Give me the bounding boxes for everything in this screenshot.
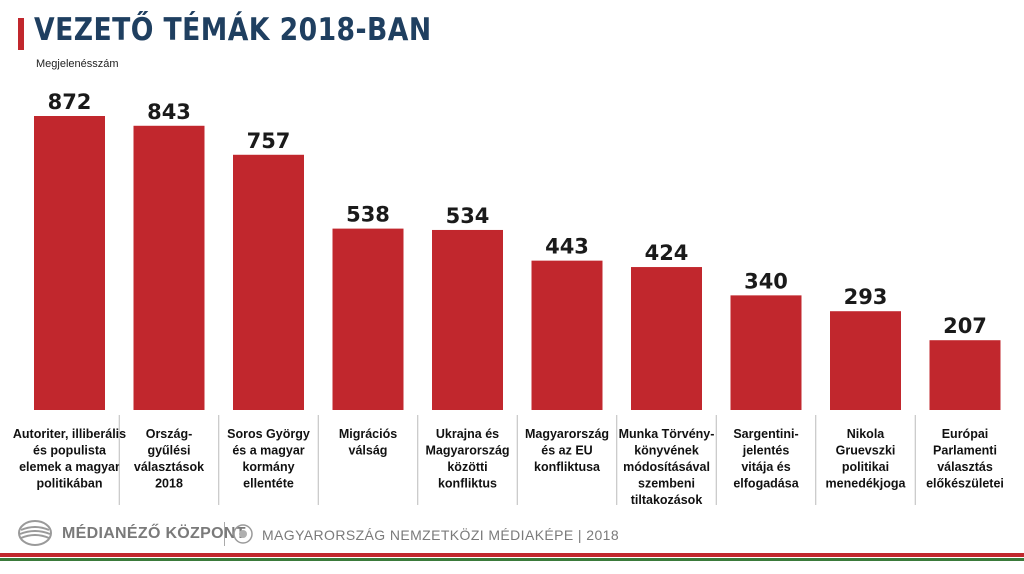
bar-value-label: 293 [844,285,888,309]
bar-10 [929,340,1001,410]
category-label: Autoriter, illiberális és populista elemek… [13,427,126,491]
category-label: Munka Törvény-könyvének módosításával szem… [619,427,715,507]
bar-value-label: 340 [744,269,788,293]
bar-5 [432,229,503,410]
category-label: Sargentini-jelentés vitája és elfogadása [733,427,799,491]
footer-org-name: MÉDIANÉZŐ KÖZPONT [62,525,246,542]
bar-7 [631,267,702,410]
bar-value-label: 424 [645,241,689,265]
bar-value-label: 443 [545,235,589,259]
category-label: Ország-gyűlési választások 2018 [134,427,204,491]
footer-divider [224,522,225,546]
footer-stripe-red [0,553,1024,557]
category-label: Ukrajna és Magyarország közötti konfliktus [425,427,509,491]
category-label: Magyarország és az EU konfliktusa [525,427,609,474]
footer: MÉDIANÉZŐ KÖZPONT MAGYARORSZÁG NEMZETKÖZ… [14,514,1014,550]
bar-3 [233,154,304,410]
bar-9 [830,311,901,410]
bar-value-label: 843 [147,100,191,124]
bar-value-label: 534 [446,204,490,228]
bar-4 [332,228,404,410]
footer-report-name: MAGYARORSZÁG NEMZETKÖZI MÉDIAKÉPE | 2018 [262,527,620,543]
bar-1 [34,116,105,410]
y-axis-label: Megjelenésszám [36,58,119,70]
footer-stripe-green [0,558,1024,561]
bar-value-label: 538 [346,203,390,227]
category-label: Nikola Gruevszki politikai menedékjoga [826,427,907,491]
bar-value-label: 757 [247,129,291,153]
bar-8 [730,295,802,410]
emblem-icon [233,524,253,544]
page-title: VEZETŐ TÉMÁK 2018-BAN [34,12,432,48]
bar-2 [133,125,205,410]
category-label: Soros György és a magyar kormány ellentéte [227,427,310,491]
bar-value-label: 872 [48,90,92,114]
title-accent-bar [18,18,24,50]
category-label: Európai Parlamenti választás előkészületei [926,427,1004,491]
bar-6 [531,260,603,410]
category-label: Migrációs válság [339,427,397,458]
bar-chart: 872 Autoriter, illiberális és populista ele… [13,90,1004,507]
bar-value-label: 207 [943,314,987,338]
medianezo-logo-icon [18,520,52,546]
